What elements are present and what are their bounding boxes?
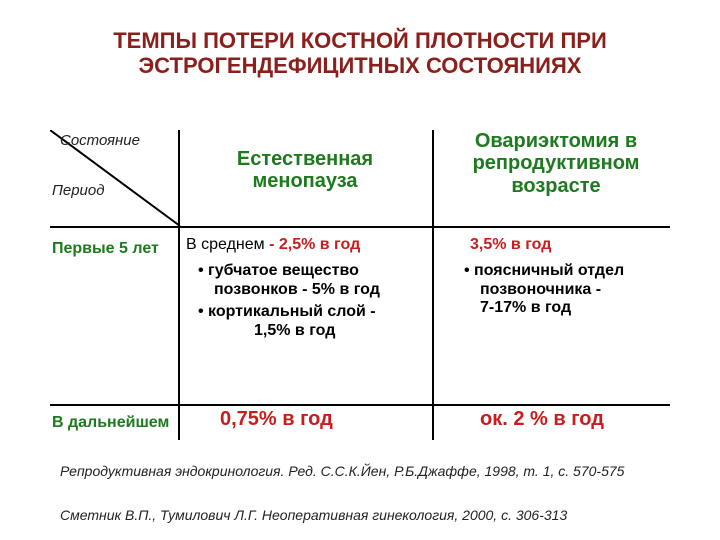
table-vline-2 <box>432 130 434 440</box>
reference-2: Сметник В.П., Тумилович Л.Г. Неоперативн… <box>60 506 670 526</box>
title-line-2: ЭСТРОГЕНДЕФИЦИТНЫХ СОСТОЯНИЯХ <box>139 53 582 78</box>
col-header-natural: Естественная менопауза <box>195 148 415 193</box>
slide-title: ТЕМПЫ ПОТЕРИ КОСТНОЙ ПЛОТНОСТИ ПРИ ЭСТРО… <box>60 28 660 79</box>
row2-natural: 0,75% в год <box>220 408 380 431</box>
row2-ovariectomy: ок. 2 % в год <box>480 408 680 431</box>
row1-natural: В среднем - 2,5% в год • губчатое вещест… <box>186 236 436 340</box>
corner-label-top: Состояние <box>60 132 140 150</box>
row1-natural-bullet-2: • кортикальный слой - 1,5% в год <box>198 303 436 340</box>
row1-ovx-bullet: • поясничный отдел позвоночника - 7-17% … <box>464 262 680 317</box>
row1-ovariectomy: 3,5% в год • поясничный отдел позвоночни… <box>470 236 680 318</box>
row1-label: Первые 5 лет <box>52 240 172 258</box>
row1-natural-bullet-1: • губчатое вещество позвонков - 5% в год <box>198 262 436 299</box>
row1-natural-headline: В среднем - 2,5% в год <box>186 236 436 254</box>
table-vline-1 <box>178 130 180 440</box>
reference-1: Репродуктивная эндокринология. Ред. С.С.… <box>60 462 670 482</box>
table-hline-2 <box>50 404 670 406</box>
title-line-1: ТЕМПЫ ПОТЕРИ КОСТНОЙ ПЛОТНОСТИ ПРИ <box>113 28 607 53</box>
row1-natural-bullets: • губчатое вещество позвонков - 5% в год… <box>198 262 436 340</box>
table-hline-1 <box>50 226 670 228</box>
row1-ovx-rate: 3,5% в год <box>470 236 680 254</box>
row2-label: В дальнейшем <box>52 414 182 432</box>
col-header-ovariectomy: Овариэктомия в репродуктивном возрасте <box>442 130 670 197</box>
corner-label-bottom: Период <box>52 182 105 200</box>
